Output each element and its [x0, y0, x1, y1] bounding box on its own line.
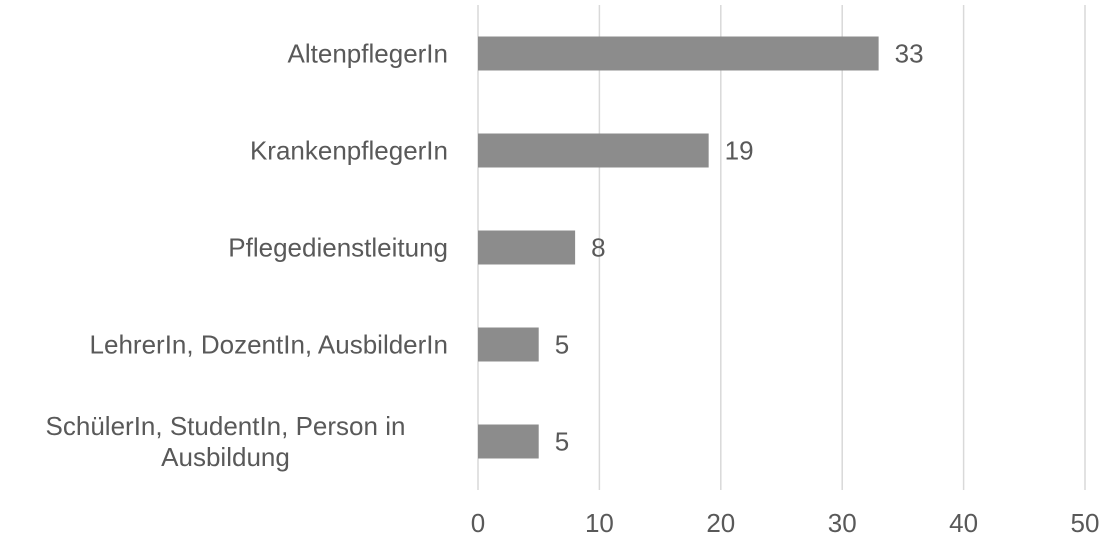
bar: [478, 36, 879, 71]
y-tick-label: AltenpflegerIn: [287, 38, 448, 68]
x-tick-label: 30: [828, 508, 857, 538]
x-tick-label: 50: [1071, 508, 1100, 538]
x-tick-label: 40: [949, 508, 978, 538]
bar: [478, 133, 709, 168]
data-label: 5: [555, 426, 569, 456]
data-label: 8: [591, 232, 605, 262]
bar: [478, 327, 539, 362]
y-tick-label: SchülerIn, StudentIn, Person in Ausbildu…: [45, 410, 406, 472]
y-tick-label: KrankenpflegerIn: [249, 135, 448, 165]
x-tick-label: 10: [585, 508, 614, 538]
data-label: 33: [895, 38, 924, 68]
bar: [478, 230, 576, 265]
x-tick-label: 20: [706, 508, 735, 538]
y-tick-label: Pflegedienstleitung: [228, 232, 448, 262]
data-label: 5: [555, 329, 569, 359]
data-label: 19: [725, 135, 754, 165]
bar: [478, 424, 539, 459]
y-tick-label: LehrerIn, DozentIn, AusbilderIn: [89, 329, 448, 359]
x-tick-label: 0: [471, 508, 485, 538]
